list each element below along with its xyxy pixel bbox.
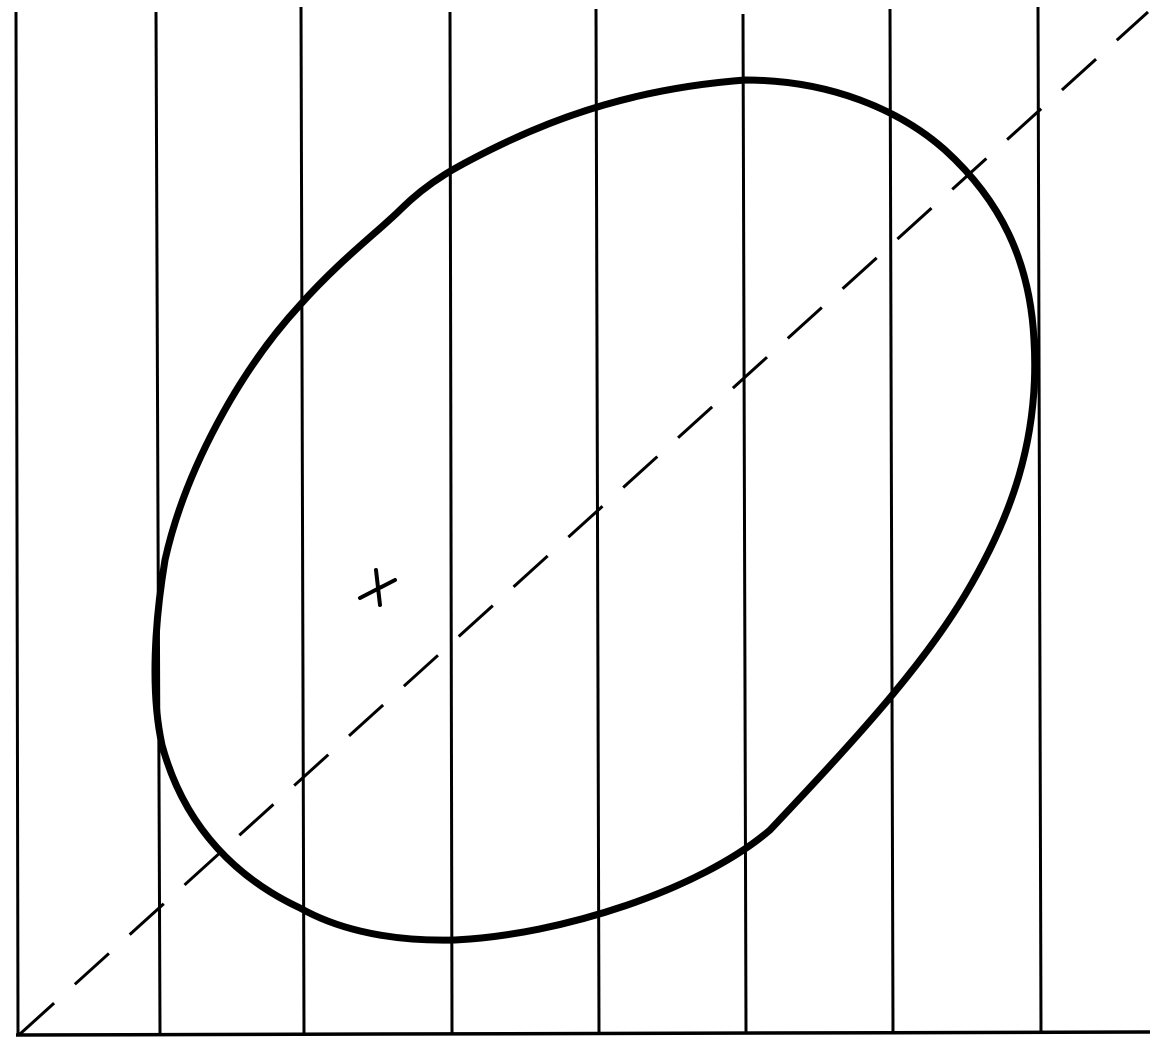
vertical-line-7 (888, 8, 895, 1035)
vertical-line-4 (448, 11, 454, 1035)
cross-marker (358, 568, 397, 607)
baseline (15, 1030, 1151, 1037)
vertical-line-8 (1036, 6, 1043, 1035)
vertical-line-6 (741, 13, 748, 1035)
vertical-line-5 (594, 8, 601, 1035)
dashed-diagonal-line (18, 10, 1150, 1036)
vertical-line-1 (14, 11, 20, 1035)
vertical-line-3 (299, 6, 306, 1035)
closed-loop-curve (151, 76, 1039, 944)
vertical-lines (14, 6, 1043, 1035)
vertical-line-2 (154, 11, 162, 1035)
cross-marker-stroke-2 (358, 578, 397, 600)
